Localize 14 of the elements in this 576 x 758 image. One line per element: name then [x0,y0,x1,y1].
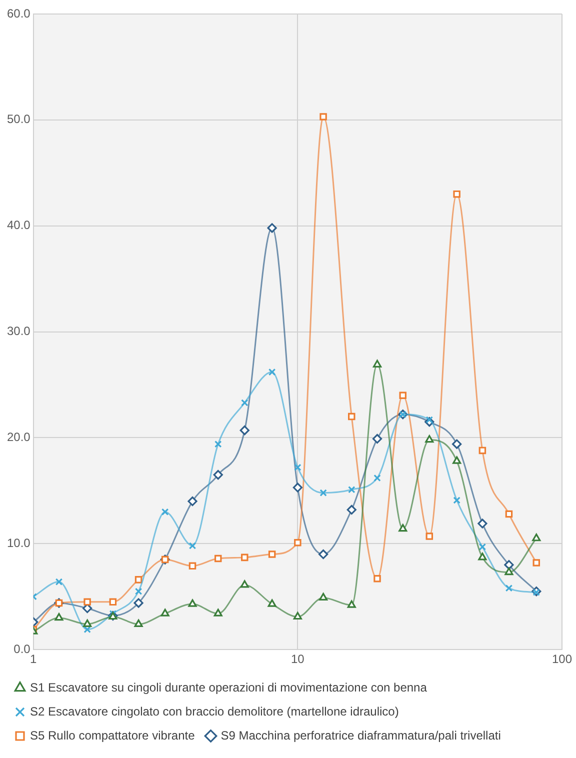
legend-label: S1 Escavatore su cingoli durante operazioni di movimentazione con benna [30,680,428,694]
x-tick-label: 100 [552,652,572,666]
x-tick-label: 10 [291,652,305,666]
y-tick-label: 30.0 [6,324,31,338]
y-tick-label: 50.0 [6,112,31,126]
legend-label: S5 Rullo compattatore vibrante [30,728,196,742]
y-tick-label: 40.0 [6,218,31,232]
x-tick-label: 1 [30,652,38,666]
y-tick-label: 60.0 [6,6,31,20]
y-tick-label: 20.0 [6,430,31,444]
legend-label: S9 Macchina perforatrice diaframmatura/pali trivellati [220,728,501,742]
legend-label: S2 Escavatore cingolato con braccio demolitore (martellone idraulico) [30,704,399,718]
y-tick-label: 10.0 [6,536,31,550]
y-tick-label: 0.0 [14,642,31,656]
